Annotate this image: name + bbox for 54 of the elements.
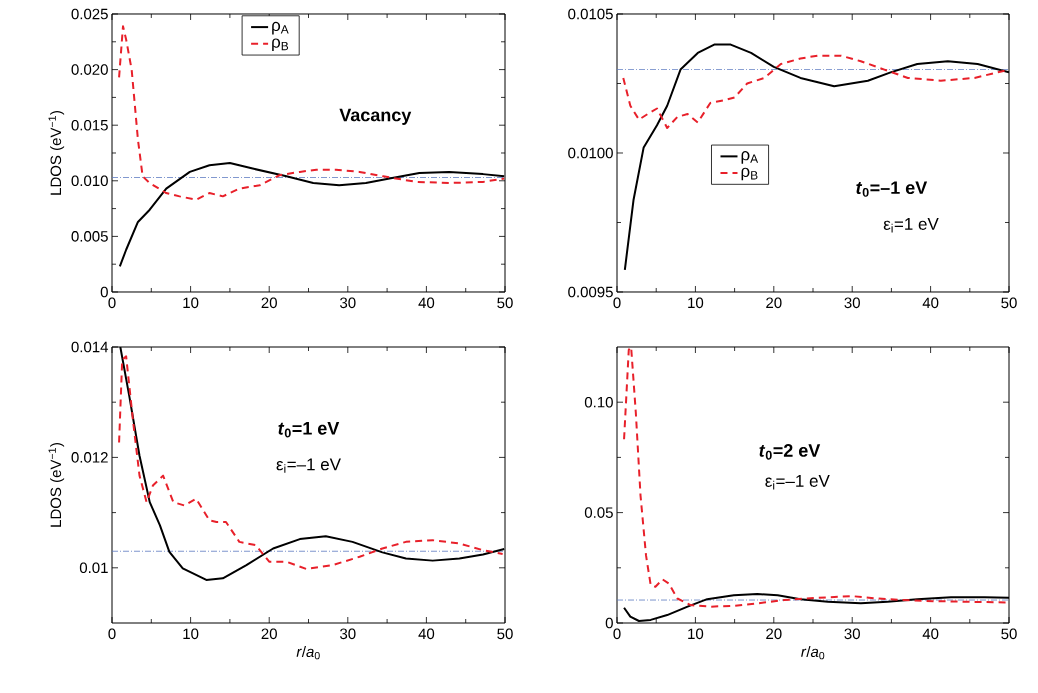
y-tick-label: 0.05 [584, 507, 613, 518]
x-axis-title: r/a$_{0}$ [296, 645, 320, 660]
annotation: ε$_{i}$=–1 eV [276, 458, 341, 473]
y-tick-label: 0.015 [71, 119, 108, 131]
x-tick-label: 40 [418, 628, 435, 640]
annotation: t$_{0}$=2 eV [759, 444, 821, 460]
x-tick-label: 40 [922, 297, 939, 309]
x-tick-label: 40 [922, 628, 939, 640]
x-tick-label: 10 [688, 628, 704, 640]
x-tick-label: 50 [1001, 297, 1017, 309]
x-tick-label: 50 [497, 297, 513, 309]
legend-label: ρ$_{A}$ [272, 21, 289, 35]
y-tick-label: 0.025 [71, 8, 108, 20]
y-tick-label: 0.020 [71, 64, 108, 75]
y-tick-label: 0.0095 [568, 286, 613, 298]
legend-label: ρ$_{B}$ [741, 167, 758, 181]
x-tick-label: 0 [613, 297, 621, 309]
annotation: t$_{0}$=1 eV [278, 422, 340, 438]
x-tick-label: 50 [1001, 628, 1017, 640]
y-tick-label: 0.010 [71, 175, 108, 187]
y-tick-label: 0.005 [71, 231, 108, 242]
y-axis-title: LDOS (eV$^{−1}$) [48, 443, 65, 527]
x-tick-label: 30 [844, 628, 860, 640]
x-tick-label: 40 [418, 297, 435, 309]
y-tick-label: 0.10 [584, 396, 613, 408]
legend-label: ρ$_{B}$ [272, 38, 289, 52]
y-tick-label: 0 [100, 286, 108, 298]
y-tick-label: 0 [605, 617, 613, 629]
x-tick-label: 0 [613, 628, 621, 640]
annotation: ε$_{i}$=–1 eV [765, 475, 830, 490]
x-tick-label: 30 [844, 297, 860, 309]
x-tick-label: 30 [340, 628, 356, 640]
x-tick-label: 20 [766, 297, 782, 309]
y-tick-label: 0.012 [71, 452, 108, 463]
x-tick-label: 10 [688, 297, 704, 309]
x-tick-label: 20 [261, 628, 277, 640]
x-axis-title: r/a$_{0}$ [801, 645, 825, 660]
annotation: Vacancy [339, 108, 412, 125]
y-tick-label: 0.0105 [568, 8, 613, 20]
x-tick-label: 50 [497, 628, 513, 640]
x-tick-label: 0 [108, 628, 116, 640]
y-tick-label: 0.0100 [568, 147, 613, 159]
x-tick-label: 10 [183, 628, 199, 640]
y-axis-title: LDOS (eV$^{−1}$) [48, 111, 65, 195]
x-tick-label: 30 [340, 297, 356, 309]
x-tick-label: 10 [183, 297, 199, 309]
x-tick-label: 0 [108, 297, 116, 309]
legend-label: ρ$_{A}$ [741, 151, 759, 164]
x-tick-label: 20 [261, 297, 277, 309]
y-tick-label: 0.014 [71, 341, 109, 353]
annotation: ε$_{i}$=1 eV [883, 218, 939, 233]
y-tick-label: 0.01 [79, 562, 108, 574]
annotation: t$_{0}$=–1 eV [856, 181, 928, 197]
x-tick-label: 20 [766, 628, 782, 640]
